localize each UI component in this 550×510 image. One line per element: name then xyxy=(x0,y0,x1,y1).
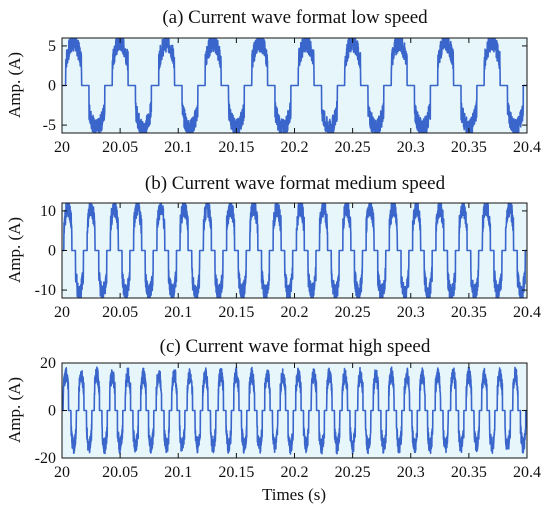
waveform-series-line xyxy=(61,203,528,298)
panel-a-ylabel: Amp. (A) xyxy=(5,52,24,118)
y-tick-label: 20 xyxy=(40,355,56,372)
x-tick-label: 20.1 xyxy=(164,464,192,481)
panel-c-frame xyxy=(61,362,528,459)
waveform-series-line xyxy=(61,38,528,133)
x-tick-label: 20.25 xyxy=(335,464,371,481)
panel-b-ticks: 20 20.05 20.1 20.15 20.2 20.25 20.3 20.35 20.4 -1… xyxy=(35,203,541,321)
panel-b-plot xyxy=(61,203,528,298)
x-tick-label: 20 xyxy=(54,304,70,321)
panel-c-ylabel: Amp. (A) xyxy=(5,377,24,443)
panel-a-plot xyxy=(61,38,528,133)
panel-a: (a) Current wave format low speed 20 20.0… xyxy=(5,7,541,156)
panel-c-title: (c) Current wave format high speed xyxy=(160,336,431,357)
x-tick-label: 20.05 xyxy=(102,464,138,481)
panel-c: (c) Current wave format high speed 20 20.… xyxy=(5,336,541,481)
x-tick-label: 20 xyxy=(54,139,70,156)
x-tick-label: 20.25 xyxy=(335,139,371,156)
panel-a-ticks: 20 20.05 20.1 20.15 20.2 20.25 20.3 20.35 20.4 -5… xyxy=(43,38,541,156)
x-tick-label: 20.35 xyxy=(451,139,487,156)
x-tick-label: 20.35 xyxy=(451,464,487,481)
x-tick-label: 20.4 xyxy=(513,304,541,321)
x-tick-label: 20.3 xyxy=(397,139,425,156)
y-tick-label: 10 xyxy=(40,203,56,220)
y-tick-label: -5 xyxy=(43,117,56,134)
x-tick-label: 20.1 xyxy=(164,139,192,156)
x-tick-label: 20.2 xyxy=(281,464,309,481)
y-tick-label: -10 xyxy=(35,282,56,299)
x-tick-label: 20.05 xyxy=(102,304,138,321)
x-tick-label: 20.3 xyxy=(397,304,425,321)
x-tick-label: 20.4 xyxy=(513,464,541,481)
y-tick-label: 0 xyxy=(48,403,56,420)
x-tick-label: 20.3 xyxy=(397,464,425,481)
panel-b: (b) Current wave format medium speed 20 2… xyxy=(5,173,541,321)
x-tick-label: 20.15 xyxy=(218,464,254,481)
panel-c-plot xyxy=(61,366,528,455)
panel-b-ylabel: Amp. (A) xyxy=(5,217,24,283)
x-tick-label: 20 xyxy=(54,464,70,481)
waveform-series-line xyxy=(61,366,528,455)
x-tick-label: 20.15 xyxy=(218,139,254,156)
y-tick-label: -20 xyxy=(35,450,56,467)
panel-a-title: (a) Current wave format low speed xyxy=(162,7,428,28)
panel-b-title: (b) Current wave format medium speed xyxy=(145,173,446,194)
y-tick-label: 0 xyxy=(48,78,56,95)
y-tick-label: 0 xyxy=(48,243,56,260)
x-axis-label: Times (s) xyxy=(262,485,326,504)
panel-a-frame xyxy=(61,37,528,134)
panel-b-frame xyxy=(61,202,528,299)
x-tick-label: 20.25 xyxy=(335,304,371,321)
x-tick-label: 20.15 xyxy=(218,304,254,321)
x-tick-label: 20.2 xyxy=(281,304,309,321)
x-tick-label: 20.1 xyxy=(164,304,192,321)
x-tick-label: 20.05 xyxy=(102,139,138,156)
x-tick-label: 20.35 xyxy=(451,304,487,321)
x-tick-label: 20.2 xyxy=(281,139,309,156)
y-tick-label: 5 xyxy=(48,38,56,55)
x-tick-label: 20.4 xyxy=(513,139,541,156)
